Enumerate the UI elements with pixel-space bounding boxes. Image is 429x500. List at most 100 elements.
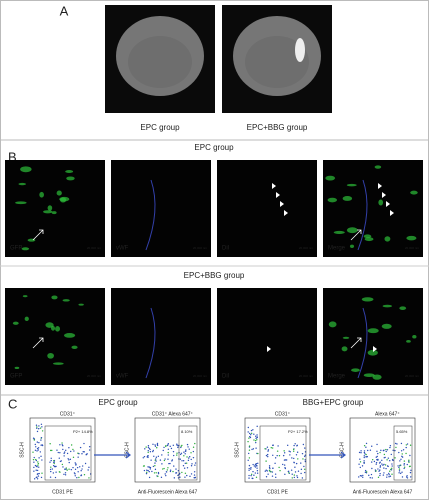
event-dot — [256, 472, 259, 474]
event-dot — [371, 458, 374, 461]
event-dot — [147, 445, 150, 447]
event-dot — [186, 467, 189, 469]
event-dot — [398, 470, 401, 472]
event-dot — [303, 455, 306, 458]
event-dot — [382, 464, 384, 466]
gfp-cell — [372, 374, 382, 380]
event-dot — [190, 452, 192, 454]
event-dot — [291, 473, 293, 475]
gfp-cell — [65, 170, 74, 173]
event-dot — [78, 476, 80, 479]
event-dot — [155, 460, 157, 462]
event-dot — [59, 452, 61, 454]
micrograph — [111, 288, 211, 385]
vwf-signal — [145, 179, 156, 251]
arrowhead — [390, 210, 394, 216]
event-dot — [266, 453, 269, 456]
event-dot — [376, 455, 378, 458]
event-dot — [179, 476, 181, 478]
gfp-cell — [43, 210, 53, 214]
event-dot — [39, 451, 42, 453]
event-dot — [159, 459, 162, 461]
event-dot — [293, 474, 296, 476]
event-dot — [83, 442, 85, 445]
event-dot — [283, 450, 285, 452]
event-dot — [188, 456, 191, 458]
row-title: EPC group — [194, 143, 234, 152]
event-dot — [172, 454, 175, 457]
event-dot — [386, 459, 388, 461]
event-dot — [173, 477, 176, 479]
event-dot — [146, 471, 148, 474]
event-dot — [250, 473, 253, 476]
event-dot — [408, 459, 410, 461]
event-dot — [302, 458, 304, 460]
event-dot — [248, 457, 251, 459]
event-dot — [152, 465, 155, 468]
event-dot — [33, 439, 36, 441]
event-dot — [252, 448, 255, 450]
event-dot — [150, 459, 152, 461]
event-dot — [388, 474, 390, 476]
event-dot — [165, 471, 168, 473]
gfp-cell — [342, 195, 353, 201]
event-dot — [53, 462, 55, 465]
event-dot — [286, 444, 289, 447]
event-dot — [371, 445, 373, 447]
event-dot — [257, 462, 259, 464]
event-dot — [190, 473, 193, 475]
event-dot — [50, 470, 52, 473]
event-dot — [78, 453, 80, 455]
event-dot — [169, 470, 172, 473]
event-dot — [274, 462, 276, 465]
event-dot — [252, 477, 254, 480]
event-dot — [49, 476, 52, 478]
event-dot — [296, 475, 298, 477]
channel-label: vWF — [116, 246, 129, 252]
event-dot — [74, 475, 76, 477]
gfp-cell — [71, 345, 78, 350]
event-dot — [175, 468, 177, 470]
event-dot — [148, 447, 151, 450]
event-dot — [162, 468, 164, 470]
event-dot — [63, 452, 65, 455]
event-dot — [186, 456, 188, 458]
micrograph — [323, 288, 423, 385]
event-dot — [145, 472, 148, 475]
gfp-cell — [20, 166, 32, 173]
event-dot — [188, 448, 190, 450]
event-dot — [388, 472, 390, 475]
gfp-cell — [349, 244, 355, 249]
panel-label: A — [60, 3, 69, 18]
gfp-cell — [384, 236, 391, 242]
event-dot — [304, 460, 307, 463]
event-dot — [289, 454, 291, 456]
event-dot — [295, 462, 298, 465]
event-dot — [33, 461, 35, 463]
arrowhead — [378, 183, 382, 189]
event-dot — [40, 439, 42, 441]
event-dot — [36, 476, 38, 478]
event-dot — [152, 443, 154, 445]
event-dot — [41, 430, 44, 432]
scale-bar-label: 20,000 nm — [405, 246, 420, 250]
event-dot — [295, 454, 298, 456]
event-dot — [185, 462, 188, 464]
event-dot — [63, 451, 66, 453]
arrowhead — [267, 346, 271, 352]
event-dot — [394, 442, 397, 445]
event-dot — [386, 474, 388, 476]
event-dot — [403, 464, 405, 466]
x-axis-label: Anti-Fluorescein Alexa 647 — [138, 489, 198, 495]
event-dot — [405, 444, 408, 446]
event-dot — [180, 445, 182, 447]
event-dot — [169, 445, 171, 448]
event-dot — [172, 444, 175, 446]
event-dot — [176, 452, 178, 454]
gfp-cell — [325, 175, 336, 181]
gate-name: CD31⁺ — [275, 411, 291, 417]
event-dot — [173, 465, 175, 467]
event-dot — [248, 445, 251, 447]
event-dot — [177, 474, 179, 477]
event-dot — [155, 458, 157, 460]
